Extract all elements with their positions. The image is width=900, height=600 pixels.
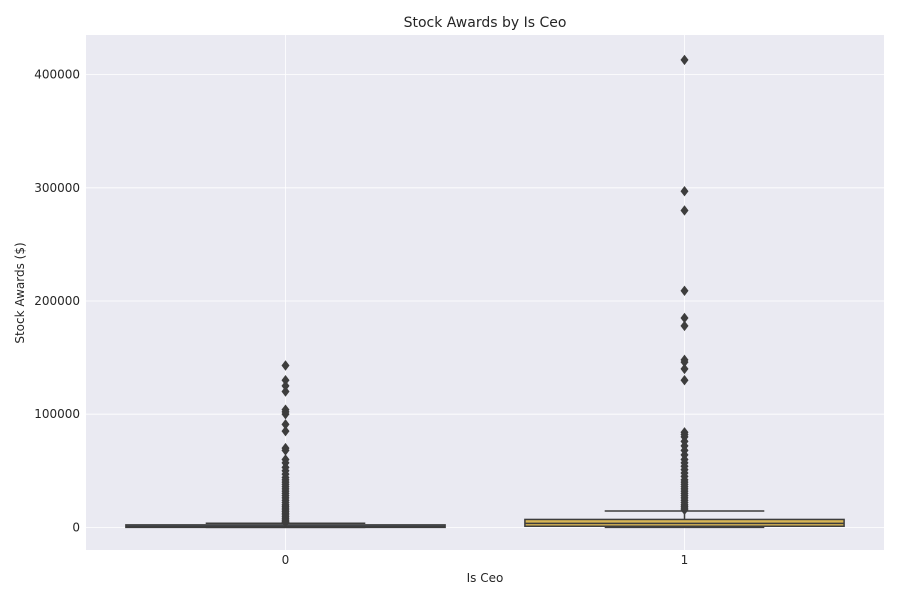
grid-lines bbox=[86, 35, 884, 550]
y-axis-ticks: 0 100000 200000 300000 400000 bbox=[34, 68, 80, 535]
outlier-point bbox=[281, 445, 290, 456]
outlier-point bbox=[281, 380, 290, 392]
plot-area bbox=[86, 35, 884, 550]
outlier-point bbox=[680, 54, 689, 66]
outlier-point bbox=[281, 360, 290, 371]
outlier-point bbox=[281, 386, 290, 397]
y-tick-label: 200000 bbox=[34, 294, 80, 308]
outlier-point bbox=[680, 356, 689, 368]
outlier-point bbox=[680, 320, 689, 332]
outlier-point bbox=[680, 285, 689, 297]
outlier-point bbox=[680, 312, 689, 324]
outlier-point bbox=[281, 517, 290, 528]
box-series bbox=[125, 54, 845, 529]
outlier-point bbox=[680, 205, 689, 216]
outlier-point bbox=[281, 425, 290, 437]
x-tick-label: 1 bbox=[681, 553, 689, 567]
outlier-point bbox=[281, 419, 290, 430]
outlier-point bbox=[281, 408, 290, 420]
y-tick-label: 0 bbox=[72, 520, 80, 534]
outlier-point bbox=[281, 375, 290, 386]
x-axis-title: Is Ceo bbox=[467, 571, 504, 585]
y-axis-title: Stock Awards ($) bbox=[13, 242, 27, 343]
x-tick-label: 0 bbox=[282, 553, 290, 567]
box-0 bbox=[125, 360, 446, 529]
outlier-point bbox=[680, 375, 689, 386]
outlier-point bbox=[680, 504, 689, 516]
box-1 bbox=[524, 54, 845, 529]
chart-title: Stock Awards by Is Ceo bbox=[404, 15, 567, 31]
outlier-point bbox=[680, 185, 689, 197]
outlier-point bbox=[680, 363, 689, 375]
y-tick-label: 100000 bbox=[34, 407, 80, 421]
y-tick-label: 400000 bbox=[34, 68, 80, 82]
y-tick-label: 300000 bbox=[34, 181, 80, 195]
